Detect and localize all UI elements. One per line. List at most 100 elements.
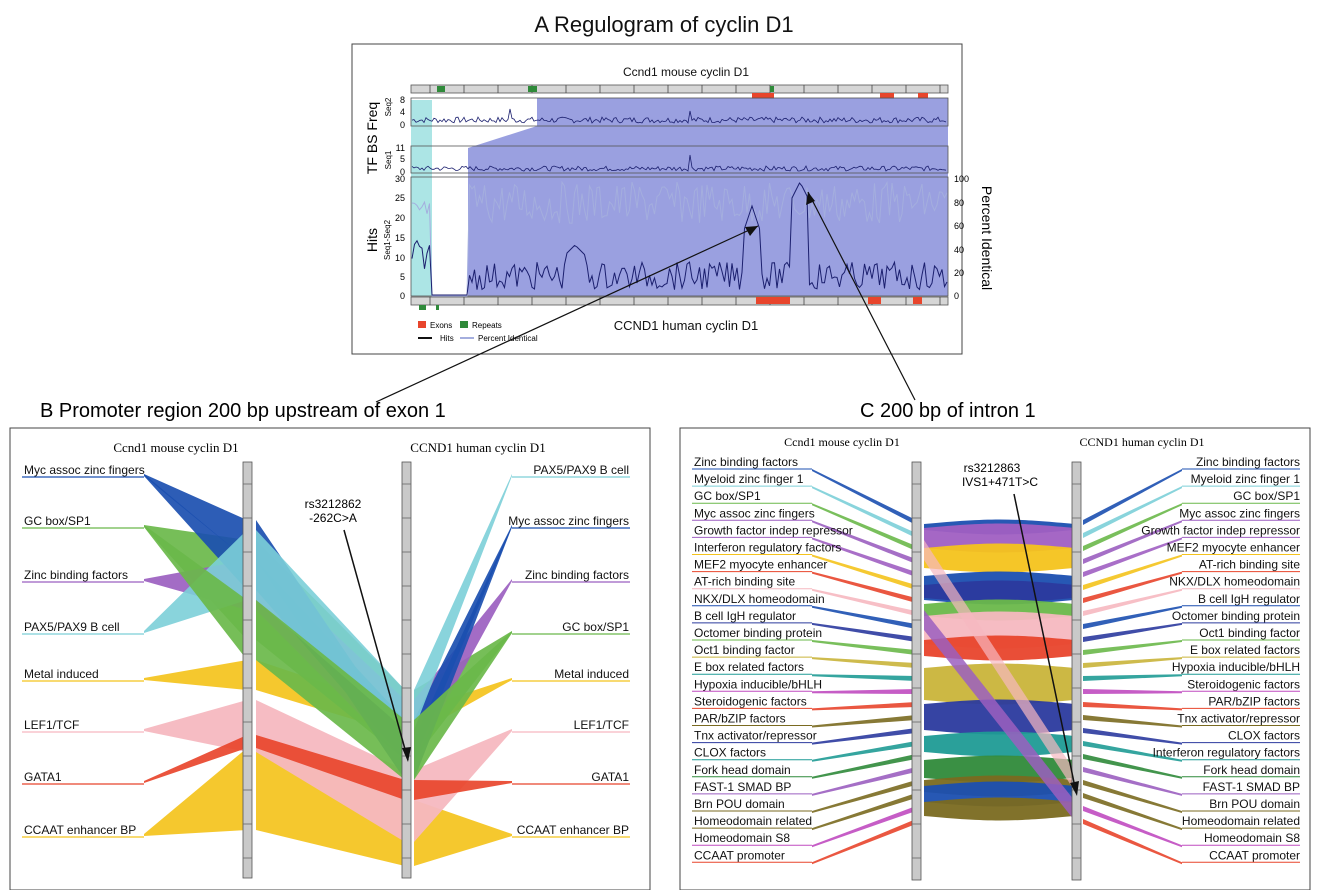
panel-c-right-fan [1083,728,1182,745]
seq1-frequency-line [411,154,947,172]
hits-tick: 10 [395,253,405,263]
panel-c-right-fan [1083,715,1182,728]
panel-c-right-label: Homeodomain related [1182,814,1300,828]
panel-c-left-fan [812,554,916,590]
panel-c-flow-band [924,797,1074,821]
seq1-axis-subtitle: Seq1 [384,150,393,169]
panel-c-flow-band [924,580,1074,603]
hits-axis-ticks: 30 25 20 15 10 5 0 [395,174,405,301]
percent-legend-label: Percent Identical [478,334,538,343]
panel-c-right-label: AT-rich binding site [1199,558,1300,572]
conserved-alignment-region [468,98,948,296]
seq1-frequency-plot [410,145,949,174]
panel-c-left-label: PAR/bZIP factors [694,712,786,726]
panel-b-left-label: Zinc binding factors [24,568,128,582]
panel-c-left-fan [812,605,916,629]
panel-c-right-fan [1083,767,1182,796]
panel-b-mouse-header: Ccnd1 mouse cyclin D1 [113,440,238,455]
arrow-to-promoter [375,225,759,403]
panel-c-right-fan [1083,588,1182,616]
panel-c-right-fan [1083,503,1182,551]
human-exon-mark [756,297,790,304]
cyan-alignment-region [411,100,432,296]
panel-c-right-label: E box related factors [1190,643,1300,657]
repeats-legend-swatch [460,321,468,328]
panel-c-left-fan [812,806,916,848]
panel-c-right-fan [1083,622,1182,642]
percent-tick: 40 [954,245,964,255]
panel-c-right-label: FAST-1 SMAD BP [1203,780,1300,794]
panel-c-right-label: Steroidogenic factors [1187,677,1300,691]
hits-tick: 5 [400,272,405,282]
panel-c-left-label: Steroidogenic factors [694,694,807,708]
panel-c-left-label: Octomer binding protein [694,626,822,640]
panel-b-human-header: CCND1 human cyclin D1 [410,440,545,455]
panel-c-left-label: Oct1 binding factor [694,643,795,657]
snp-c-pointer-head [1070,781,1079,796]
percent-tick: 20 [954,268,964,278]
panel-b-left-label: CCAAT enhancer BP [24,823,136,837]
panel-c-right-label: Zinc binding factors [1196,455,1300,469]
panel-c-left-label: Growth factor indep repressor [694,523,853,537]
panel-c-left-fan [812,793,916,831]
panel-c-left-label: Homeodomain related [694,814,812,828]
panel-c-labels: Zinc binding factors Zinc binding factors… [692,455,1301,863]
hits-axis-subtitle: Seq1-Seq2 [383,219,392,260]
seq1-tick: 0 [400,167,405,177]
snp-b-name: rs3212862 [305,497,362,511]
panel-c-flows [812,469,1182,865]
seq2-axis-subtitle: Seq2 [384,97,393,116]
panel-c-left-label: GC box/SP1 [694,489,761,503]
panel-c-left-label: CCAAT promoter [694,848,785,862]
mouse-repeat-mark [528,86,537,92]
panel-c-flow-band [924,731,1074,757]
panel-c-right-fan [1083,674,1182,681]
panel-c-right-label: PAR/bZIP factors [1208,694,1300,708]
mouse-sequence-label: Ccnd1 mouse cyclin D1 [623,65,749,79]
panel-c-left-fan [812,702,916,711]
panel-c-flow-band [924,610,1074,820]
panel-c-left-fan [812,674,916,681]
panel-c-left-fan [812,657,916,668]
panel-b-left-label: Myc assoc zinc fingers [24,463,145,477]
mouse-repeat-mark [770,86,774,92]
hits-tick: 25 [395,193,405,203]
panel-c-left-fan [812,715,916,728]
panel-b-labels: Myc assoc zinc fingers GC box/SP1 Zinc bin… [22,463,630,838]
panel-b-right-label: GC box/SP1 [562,620,629,634]
panel-c-left-label: Homeodomain S8 [694,831,790,845]
panel-c-left-label: Fork head domain [694,763,791,777]
mouse-exon-mark [918,93,928,99]
panel-a-title: A Regulogram of cyclin D1 [534,12,793,37]
panel-c-right-label: Myc assoc zinc fingers [1179,506,1300,520]
panel-c-flow-band [924,635,1074,661]
panel-c-right-fan [1083,819,1182,865]
snp-c-pointer [1013,493,1077,793]
panel-c-flow-band [924,540,1074,790]
snp-c-change: IVS1+471T>C [962,475,1038,489]
panel-c-right-label: CLOX factors [1228,729,1300,743]
panel-c-left-label: Myeloid zinc finger 1 [694,472,804,486]
panel-c-left-fan [812,520,916,564]
hits-legend-label: Hits [440,334,454,343]
human-sequence-track [410,296,949,306]
panel-c-right-label: Oct1 binding factor [1199,626,1300,640]
panel-b: B Promoter region 200 bp upstream of exo… [9,400,651,890]
snp-b-pointer [343,529,409,761]
percent-identical-axis-title: Percent Identical [979,186,995,290]
human-repeat-mark [436,305,439,310]
panel-c-right-label: Octomer binding protein [1172,609,1300,623]
exons-legend-label: Exons [430,321,452,330]
mouse-track-ticks [429,85,941,93]
panel-b-left-label: LEF1/TCF [24,718,79,732]
panel-c-right-fan [1083,640,1182,655]
panel-b-right-label: CCAAT enhancer BP [517,823,629,837]
hits-tick: 20 [395,213,405,223]
snp-b-change: -262C>A [309,511,357,525]
panel-c-right-label: Brn POU domain [1209,797,1300,811]
human-repeat-mark [419,305,426,310]
panel-c-right-label: MEF2 myocyte enhancer [1167,541,1300,555]
panel-c-left-label: CLOX factors [694,746,766,760]
panel-c-right-label: Myeloid zinc finger 1 [1191,472,1301,486]
percent-tick: 100 [954,174,969,184]
